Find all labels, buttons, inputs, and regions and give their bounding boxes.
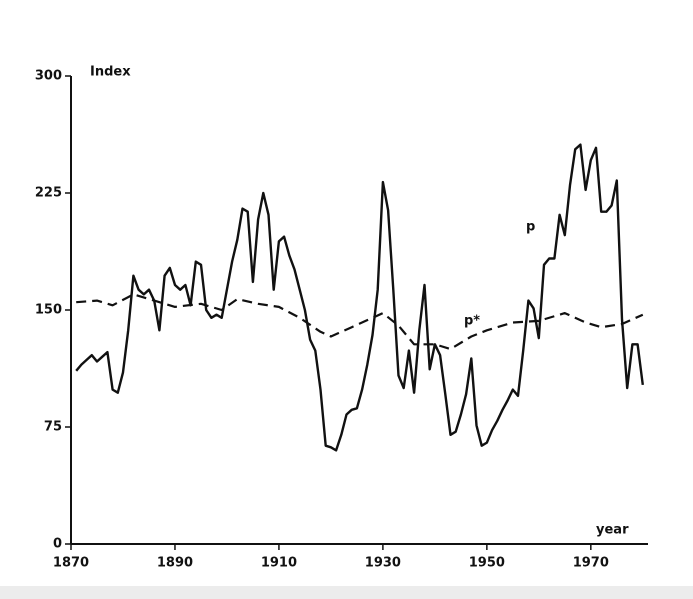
- y-tick-label: 150: [35, 303, 62, 318]
- series-label: p: [526, 220, 535, 235]
- y-tick-label: 300: [35, 69, 62, 84]
- x-tick-label: 1950: [469, 556, 505, 571]
- x-tick-label: 1970: [573, 556, 609, 571]
- y-tick-label: 75: [44, 420, 62, 435]
- y-axis-label: Index: [90, 65, 131, 80]
- series-line: [76, 293, 644, 351]
- x-tick-label: 1930: [365, 556, 401, 571]
- y-tick-label: 0: [53, 537, 62, 552]
- x-tick-label: 1910: [261, 556, 297, 571]
- y-tick-label: 225: [35, 186, 62, 201]
- series-label: p*: [464, 314, 480, 329]
- bottom-strip: [0, 586, 693, 599]
- x-tick-label: 1870: [53, 556, 89, 571]
- x-axis-label: year: [596, 523, 629, 538]
- x-tick-label: 1890: [157, 556, 193, 571]
- series-line: [75, 143, 644, 452]
